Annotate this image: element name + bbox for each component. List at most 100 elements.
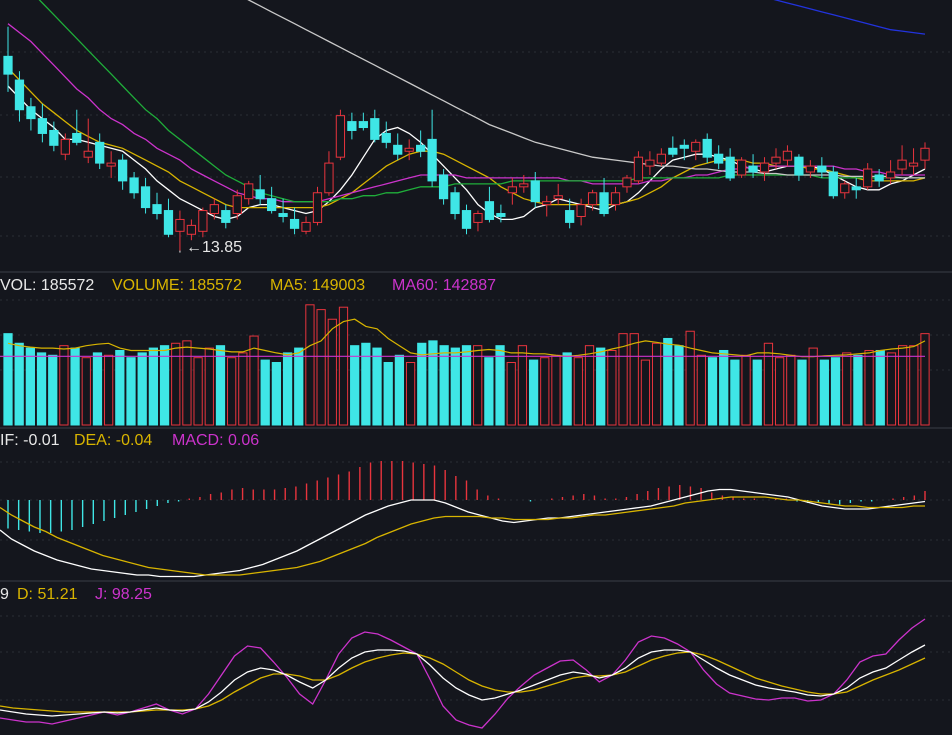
candle <box>163 198 174 238</box>
candle-body <box>863 168 873 188</box>
candle-body <box>221 210 231 223</box>
candle <box>26 97 36 131</box>
ma10-line <box>7 67 926 209</box>
volume-bar <box>405 362 416 426</box>
volume-bar <box>685 330 695 426</box>
volume-bar <box>864 349 874 426</box>
volume-bar <box>383 362 393 426</box>
volume-bar <box>104 354 114 426</box>
volume-bar <box>271 362 282 426</box>
candle <box>565 198 575 229</box>
candle <box>289 207 300 235</box>
candle <box>851 177 861 199</box>
candle-body <box>152 204 162 215</box>
k-line <box>0 644 926 717</box>
candle-body <box>324 162 334 194</box>
d-label: D: 51.21 <box>17 586 78 603</box>
macd-panel: IF: -0.01 DEA: -0.04 MACD: 0.06 <box>0 432 926 578</box>
volume-bar <box>663 337 673 426</box>
volume-bar <box>428 340 438 426</box>
volume-bar <box>898 345 908 426</box>
candle-body <box>897 159 907 170</box>
volume-bar <box>830 357 841 426</box>
candle <box>587 189 598 211</box>
candle <box>3 26 13 92</box>
candle <box>622 174 632 193</box>
volume-bar <box>294 347 304 426</box>
candle-body <box>782 150 793 161</box>
candle-body <box>404 147 414 152</box>
candle <box>324 151 334 196</box>
candle <box>14 71 25 122</box>
kdj-panel: 9 D: 51.21 J: 98.25 <box>0 586 926 729</box>
volume-bar <box>305 304 315 426</box>
macd-lines <box>0 488 926 578</box>
volume-bar <box>171 342 181 426</box>
volume-bar <box>797 359 807 426</box>
candle <box>519 174 529 193</box>
candle-body <box>450 192 460 215</box>
volume-bar <box>59 345 69 426</box>
candle <box>496 204 506 223</box>
candle-body <box>335 115 346 158</box>
candle-body <box>691 141 701 152</box>
candle-body <box>209 204 219 215</box>
candle <box>49 121 59 152</box>
candlesticks <box>3 26 930 251</box>
volume-bar <box>148 347 159 426</box>
volume-bar <box>461 345 472 426</box>
ma30-line <box>38 0 925 203</box>
candle-body <box>507 186 517 194</box>
volume-bar <box>227 357 237 426</box>
low-price-marker: ←13.85 <box>186 239 242 256</box>
grid-lines <box>0 51 952 701</box>
candle-body <box>840 183 850 194</box>
candle-body <box>358 121 368 129</box>
volume-bar <box>417 342 427 426</box>
volume-bar <box>238 352 248 426</box>
vol-ma60-label: MA60: 142887 <box>392 277 496 294</box>
volume-bar <box>327 318 337 426</box>
volume-bar <box>607 349 617 426</box>
candle <box>897 145 907 175</box>
candle-body <box>542 201 552 206</box>
candle <box>702 133 712 164</box>
dif-label: IF: -0.01 <box>0 432 60 449</box>
candle <box>95 133 105 170</box>
volume-bar <box>741 354 751 426</box>
candle <box>668 136 678 158</box>
candle-body <box>484 201 495 220</box>
volume-bar <box>853 354 863 426</box>
volume-bar <box>3 333 13 426</box>
candle-body <box>759 162 770 173</box>
candle-body <box>255 189 265 200</box>
j-line <box>0 618 926 729</box>
candle-body <box>576 204 586 217</box>
candle-body <box>72 132 82 143</box>
volume-bar <box>629 333 639 426</box>
volume-bar <box>763 342 774 426</box>
candle <box>438 169 449 205</box>
volume-bar <box>338 306 349 426</box>
candle <box>599 177 609 217</box>
volume-bar <box>562 352 572 426</box>
candle <box>186 219 197 241</box>
candle-body <box>874 174 884 182</box>
candle-body <box>267 198 277 212</box>
candle-body <box>95 141 105 164</box>
candle-body <box>920 147 930 161</box>
volume-bar <box>473 345 483 426</box>
volume-bar <box>651 342 662 426</box>
volume-legend: VOL: 185572 VOLUME: 185572 MA5: 149003 M… <box>0 277 496 294</box>
candle <box>610 186 621 211</box>
volume-bar <box>674 345 684 426</box>
candle-body <box>60 138 70 155</box>
k-label: 9 <box>0 586 9 603</box>
candle <box>60 133 70 161</box>
candle-body <box>714 153 724 164</box>
candle-body <box>3 55 13 75</box>
volume-bar <box>730 359 740 426</box>
candle <box>140 177 151 214</box>
candle-body <box>748 165 758 173</box>
